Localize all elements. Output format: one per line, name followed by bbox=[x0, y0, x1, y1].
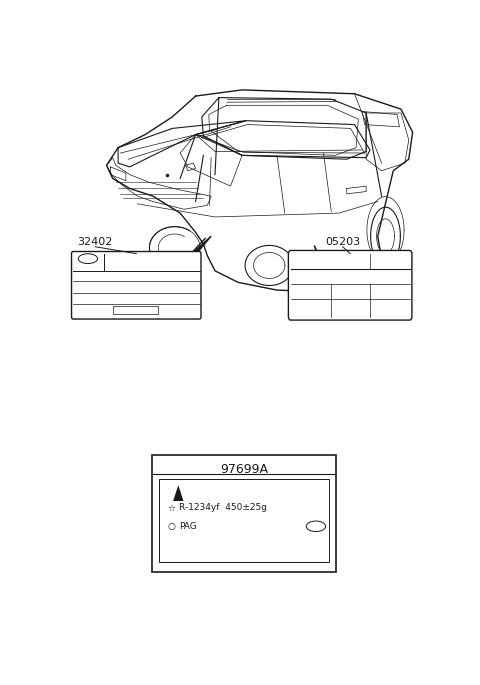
Polygon shape bbox=[314, 245, 339, 299]
FancyBboxPatch shape bbox=[72, 251, 201, 319]
FancyBboxPatch shape bbox=[288, 251, 412, 320]
Polygon shape bbox=[173, 485, 183, 501]
Text: R-1234yf  450±25g: R-1234yf 450±25g bbox=[179, 503, 267, 512]
Text: 32402: 32402 bbox=[78, 237, 113, 247]
FancyBboxPatch shape bbox=[159, 479, 329, 562]
Text: ☆: ☆ bbox=[168, 503, 176, 512]
Text: ○: ○ bbox=[168, 522, 176, 531]
FancyBboxPatch shape bbox=[152, 455, 336, 572]
Text: 97699A: 97699A bbox=[220, 463, 268, 476]
Text: 05203: 05203 bbox=[325, 237, 360, 247]
FancyBboxPatch shape bbox=[113, 306, 158, 314]
Text: PAG: PAG bbox=[179, 522, 197, 531]
Polygon shape bbox=[152, 236, 211, 296]
